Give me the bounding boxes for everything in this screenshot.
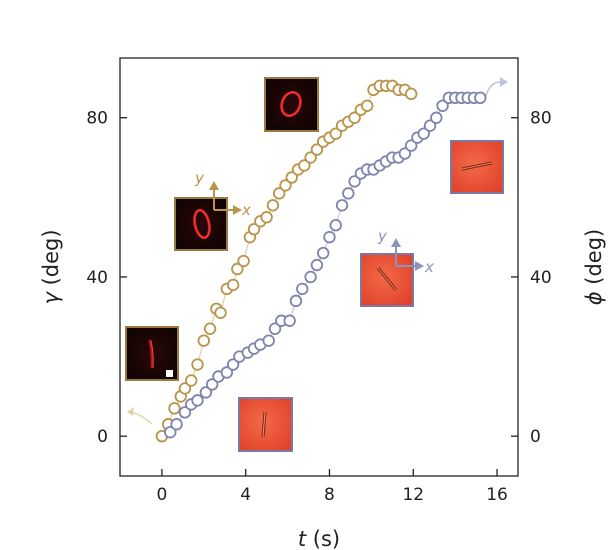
left-y-axis-label-var: γ — [39, 291, 63, 305]
left-y-tick-label-0: 0 — [97, 427, 108, 447]
gamma-point-16 — [247, 222, 261, 236]
left-y-axis-label: γ (deg) — [39, 229, 63, 304]
phi-point-26 — [342, 187, 355, 200]
left-y-axis-label-unit: (deg) — [39, 229, 63, 292]
phi-point-18 — [289, 294, 303, 308]
gamma-point-2 — [168, 402, 181, 415]
gamma-start-arrow-head — [127, 407, 134, 416]
gamma-point-7 — [197, 334, 210, 347]
x-axis-label-unit: (s) — [306, 527, 340, 550]
phi-point-41 — [436, 99, 449, 112]
phi-point-20 — [304, 270, 317, 284]
x-axis-label: t (s) — [298, 527, 340, 550]
right-y-axis-label: ϕ (deg) — [582, 229, 606, 306]
left-y-axis: 0 40 80 — [86, 109, 127, 447]
gamma-inset-y-label: y — [194, 169, 205, 187]
gamma-point-29 — [329, 127, 342, 140]
phi-point-40 — [430, 111, 443, 124]
x-tick-label-4: 16 — [486, 485, 508, 505]
left-y-tick-label-1: 40 — [86, 268, 108, 288]
inset-cell-image-4 — [238, 397, 293, 452]
right-y-axis-label-var: ϕ — [582, 291, 606, 305]
inset-cell-image-6 — [450, 140, 504, 194]
phi-point-38 — [417, 127, 430, 140]
right-y-axis-label-unit: (deg) — [582, 229, 606, 292]
phi-point-0 — [164, 426, 177, 439]
gamma-point-14 — [237, 254, 250, 268]
phi-xy-axes-icon: y x — [377, 227, 434, 276]
gamma-point-6 — [191, 358, 204, 371]
gamma-point-19 — [266, 199, 280, 212]
gamma-point-20 — [273, 187, 286, 200]
gamma-point-13 — [231, 262, 244, 276]
x-tick-label-1: 4 — [240, 485, 251, 505]
inset-cell-image-1 — [125, 326, 179, 381]
phi-point-4 — [191, 394, 204, 407]
left-y-tick-label-2: 80 — [86, 109, 108, 129]
phi-point-6 — [205, 378, 219, 391]
phi-series-points — [164, 91, 487, 439]
phi-point-19 — [296, 282, 309, 296]
x-tick-label-3: 12 — [402, 485, 424, 505]
gamma-point-8 — [203, 322, 217, 335]
gamma-point-26 — [310, 143, 324, 156]
x-tick-label-2: 8 — [324, 485, 335, 505]
inset-cell-image-3 — [264, 77, 319, 132]
phi-point-27 — [348, 175, 361, 188]
phi-point-22 — [316, 246, 330, 260]
phi-point-36 — [404, 139, 418, 152]
phi-inset-y-label: y — [377, 227, 388, 245]
phi-point-25 — [335, 199, 349, 212]
phi-point-47 — [474, 91, 487, 105]
right-y-axis: 0 40 80 — [511, 109, 552, 447]
gamma-point-10 — [214, 306, 227, 319]
phi-end-arrow-head — [500, 77, 508, 87]
phi-point-9 — [226, 358, 240, 371]
gamma-series-points — [155, 79, 418, 443]
phi-point-8 — [220, 366, 234, 379]
x-axis-label-var: t — [298, 527, 307, 550]
phi-inset-x-label: x — [424, 258, 434, 276]
phi-point-24 — [329, 218, 342, 232]
gamma-xy-axes-icon: y x — [194, 169, 251, 219]
phi-point-15 — [268, 322, 282, 335]
phi-point-14 — [262, 334, 275, 347]
phi-end-arrow — [485, 81, 501, 97]
gamma-point-41 — [404, 87, 418, 101]
gamma-point-12 — [226, 278, 240, 292]
gamma-inset-x-label: x — [241, 201, 251, 219]
phi-point-21 — [310, 258, 324, 272]
inset-cell-image-2 — [174, 197, 228, 251]
phi-point-35 — [398, 147, 412, 160]
inset-cell-image-5 — [360, 253, 414, 307]
gamma-point-24 — [298, 159, 311, 172]
phi-point-1 — [170, 418, 183, 431]
gamma-point-4 — [178, 382, 192, 395]
gamma-point-21 — [279, 179, 292, 192]
phi-point-2 — [178, 406, 192, 419]
x-tick-label-0: 0 — [156, 485, 167, 505]
gamma-point-34 — [360, 99, 374, 112]
gamma-point-5 — [185, 374, 198, 387]
gamma-point-22 — [285, 171, 298, 184]
right-y-tick-label-1: 40 — [530, 268, 552, 288]
gamma-point-25 — [304, 151, 317, 164]
phi-point-17 — [283, 314, 296, 327]
phi-point-5 — [199, 386, 213, 399]
phi-point-39 — [423, 119, 437, 132]
plot-frame — [119, 57, 519, 477]
phi-point-23 — [323, 230, 336, 244]
x-axis: 0 4 8 12 16 — [156, 469, 508, 505]
right-y-tick-label-0: 0 — [530, 427, 541, 447]
right-y-tick-label-2: 80 — [530, 109, 552, 129]
gamma-point-32 — [348, 111, 361, 124]
gamma-point-18 — [260, 211, 273, 224]
